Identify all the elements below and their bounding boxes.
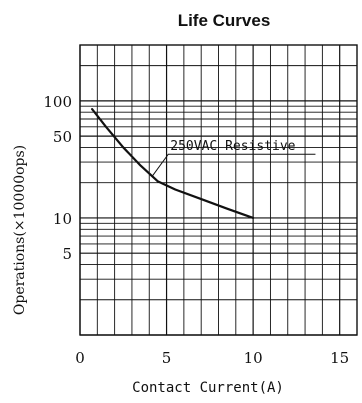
series-line-250vac-resistive <box>91 108 255 220</box>
y-axis-label: Operations(×10000ops) <box>12 145 28 315</box>
annotation-leader-line <box>152 153 316 176</box>
y-tick-label: 50 <box>53 128 72 146</box>
y-tick-label: 10 <box>53 210 72 228</box>
series-layer <box>91 108 255 220</box>
annotation-label: 250VAC Resistive <box>170 139 295 154</box>
x-tick-label: 10 <box>244 349 263 367</box>
annotation-layer: 250VAC Resistive <box>152 139 316 176</box>
tick-labels: 0 5 10 15 5 10 50 100 <box>43 93 349 367</box>
axes <box>79 44 358 336</box>
y-tick-label: 100 <box>43 93 72 111</box>
x-tick-label: 0 <box>75 349 85 367</box>
plot-border <box>79 44 358 336</box>
chart-title: Life Curves <box>178 11 271 30</box>
x-tick-label: 5 <box>162 349 172 367</box>
x-tick-label: 15 <box>330 349 349 367</box>
y-tick-label: 5 <box>62 245 72 263</box>
grid <box>79 44 358 336</box>
x-axis-label: Contact Current(A) <box>132 380 284 396</box>
